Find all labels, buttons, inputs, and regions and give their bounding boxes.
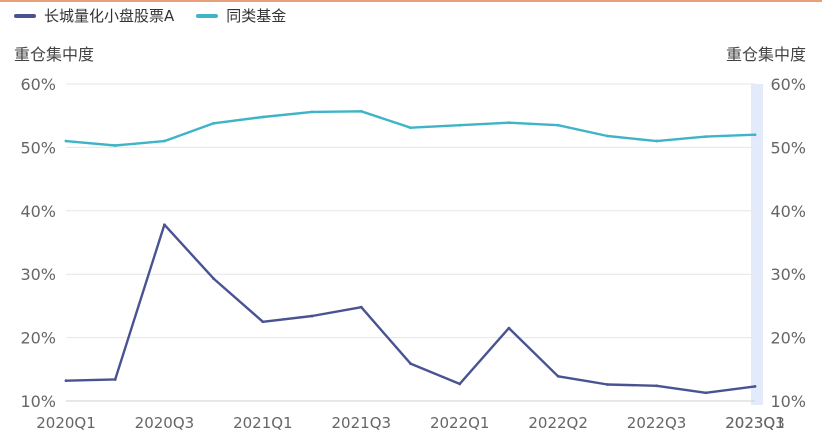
legend-item-peer[interactable]: 同类基金 [196,5,286,26]
data-point-fund [409,362,412,365]
y-tick-label-right: 40% [770,202,806,221]
x-tick-label: 2020Q1 [36,414,96,432]
y-tick-label-right: 10% [770,392,806,411]
data-point-peer [704,135,708,139]
y-tick-label-left: 10% [20,392,56,411]
y-tick-label-left: 60% [20,75,56,94]
data-point-peer [212,121,216,125]
chart-legend: 长城量化小盘股票A 同类基金 [14,5,286,26]
data-point-peer [655,139,658,143]
data-point-fund [261,320,265,324]
data-point-fund [359,305,363,309]
data-point-fund [605,383,609,386]
x-tick-label: 2021Q3 [332,414,392,432]
data-point-peer [261,115,265,119]
y-tick-label-right: 60% [770,75,806,94]
data-point-peer [163,139,166,143]
data-point-peer [753,133,757,137]
data-point-fund [507,326,511,330]
top-accent-line [0,0,822,2]
data-point-fund [163,223,166,227]
y-tick-label-left: 50% [20,138,56,157]
highlight-band [751,84,763,405]
data-point-fund [704,391,708,395]
x-tick-label: 2022Q2 [528,414,588,432]
data-point-peer [359,109,363,113]
data-point-fund [655,384,658,388]
y-tick-label-right: 20% [770,329,806,348]
data-point-fund [310,314,314,318]
legend-label-fund: 长城量化小盘股票A [44,7,175,25]
y-tick-label-right: 30% [770,265,806,284]
data-point-fund [113,378,117,381]
x-tick-label: 2022Q3 [627,414,687,432]
y-tick-label-left: 40% [20,202,56,221]
data-point-peer [409,126,412,130]
x-tick-label: 2023Q3 [725,414,785,432]
data-point-peer [458,123,462,127]
data-point-peer [113,144,117,147]
data-point-peer [64,139,68,143]
x-tick-label: 2022Q1 [430,414,490,432]
data-point-fund [753,385,757,388]
legend-label-peer: 同类基金 [226,7,287,25]
data-point-peer [605,134,609,138]
y-tick-label-right: 50% [770,138,806,157]
series-line-fund [64,223,757,394]
y-tick-label-left: 20% [20,329,56,348]
data-point-fund [212,277,216,281]
data-point-fund [556,374,560,378]
legend-swatch-fund [14,13,36,18]
x-tick-label: 2023Q1 [725,414,785,432]
x-tick-label: 2020Q3 [135,414,195,432]
legend-item-fund[interactable]: 长城量化小盘股票A [14,5,174,26]
y-axis-right-title: 重仓集中度 [725,45,806,64]
data-point-peer [507,121,511,125]
x-tick-label: 2021Q1 [233,414,293,432]
data-point-fund [458,382,462,386]
legend-swatch-peer [196,13,219,18]
data-point-peer [556,123,560,127]
data-point-peer [310,110,314,114]
data-point-fund [64,379,68,383]
y-axis-left-title: 重仓集中度 [14,45,95,64]
y-tick-label-left: 30% [20,265,56,284]
